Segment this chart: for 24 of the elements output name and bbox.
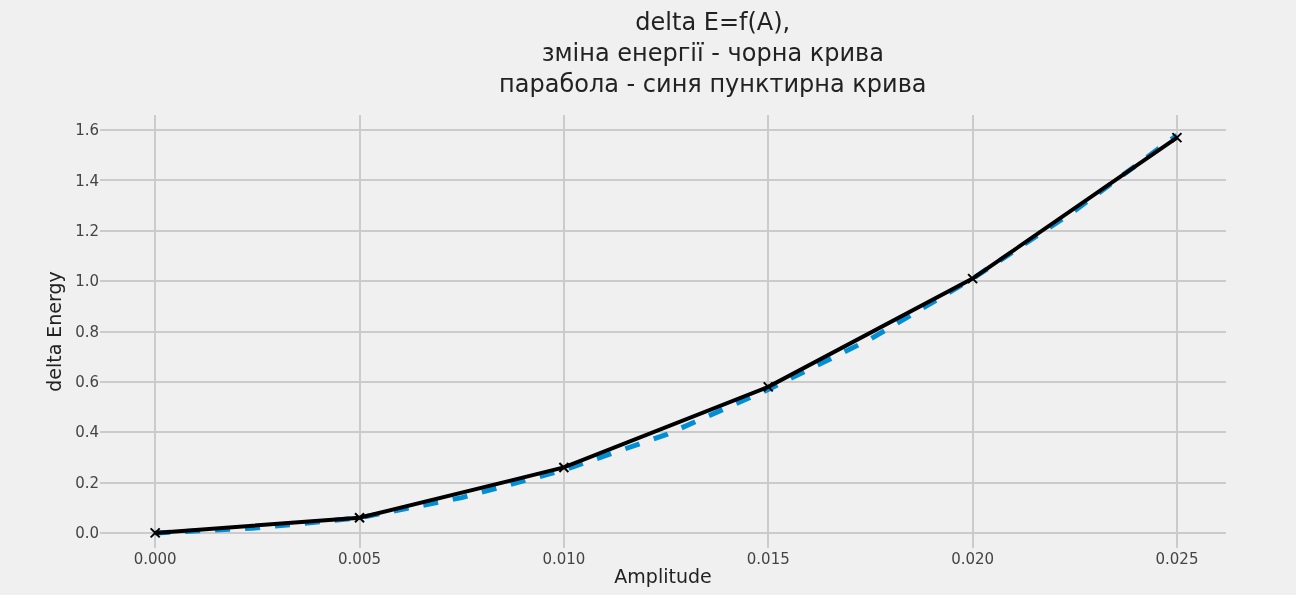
x-tick-label: 0.020 — [951, 550, 995, 568]
y-tick-label: 0.6 — [75, 373, 99, 392]
y-tick-label: 0.4 — [75, 423, 99, 442]
x-axis-title: Amplitude — [614, 564, 712, 587]
x-tick-label: 0.005 — [338, 550, 382, 568]
y-tick-label: 0.8 — [75, 322, 99, 341]
y-tick-label: 1.4 — [75, 171, 99, 190]
point — [558, 461, 570, 473]
y-tick-label: 1.2 — [75, 222, 99, 241]
y-tick-label: 1.6 — [75, 121, 99, 140]
y-tick-label: 0.2 — [75, 473, 99, 492]
x-tick-label: 0.015 — [746, 550, 790, 568]
x-tick-label: 0.025 — [1155, 550, 1199, 568]
x-tick-label: 0.000 — [133, 550, 177, 568]
y-tick-label: 0.0 — [75, 524, 99, 543]
point — [149, 527, 161, 539]
point — [967, 273, 979, 285]
point — [1171, 132, 1183, 144]
point — [762, 381, 774, 393]
point — [354, 512, 366, 524]
y-tick-label: 1.0 — [75, 272, 99, 291]
chart-title: delta E=f(A), зміна енергії - чорна крива парабола - синя пунктирна крива — [499, 7, 927, 99]
y-axis-title: delta Energy — [42, 271, 65, 392]
x-tick-label: 0.010 — [542, 550, 586, 568]
